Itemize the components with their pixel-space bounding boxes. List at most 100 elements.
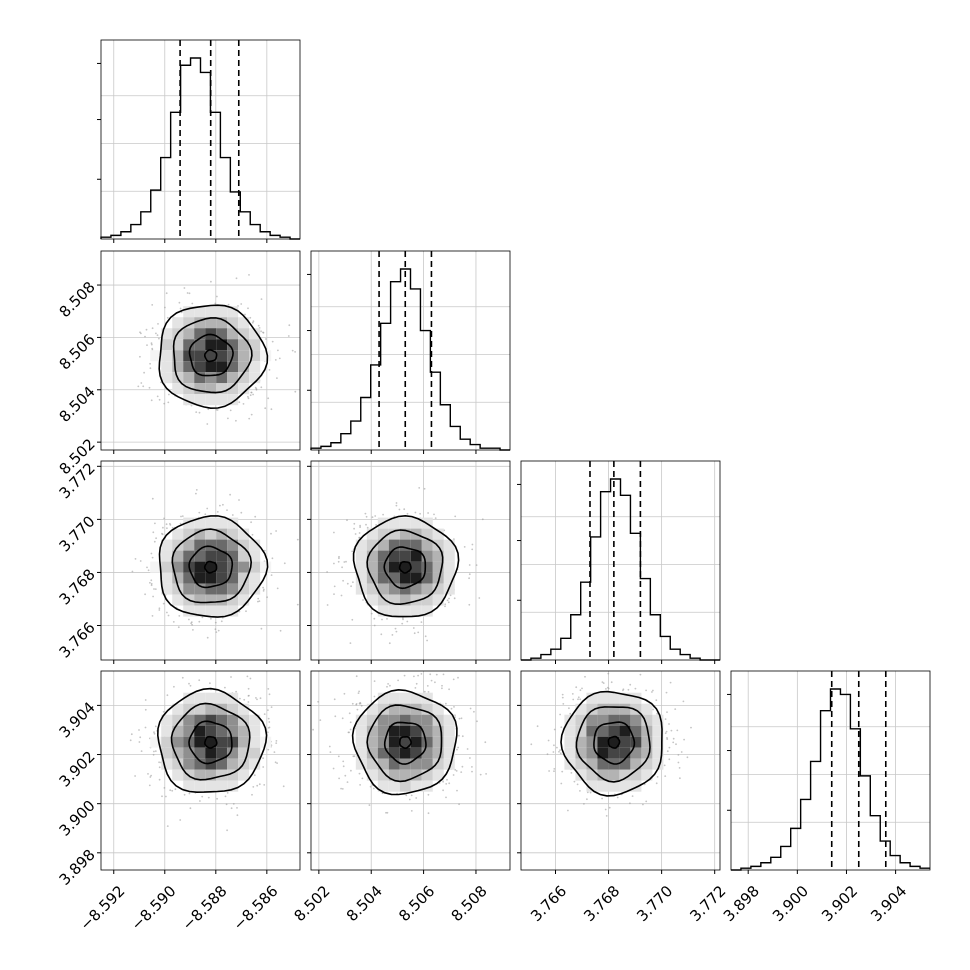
density-cell: [172, 361, 184, 373]
scatter-point: [589, 791, 592, 794]
scatter-point: [250, 521, 253, 524]
density-cell: [399, 539, 411, 551]
contour-line: [203, 560, 218, 574]
scatter-point: [162, 526, 164, 529]
scatter-point: [276, 587, 279, 590]
density-cell: [641, 714, 653, 726]
scatter-point: [656, 776, 659, 778]
density-cell: [194, 714, 206, 726]
scatter-point: [156, 334, 159, 337]
contour-line: [398, 561, 412, 574]
scatter-point: [678, 767, 681, 769]
scatter-point: [179, 307, 182, 310]
scatter-point: [652, 689, 654, 692]
y-tick-label: 3.902: [56, 747, 99, 790]
histogram-panel: [307, 250, 511, 454]
scatter-point: [349, 721, 352, 724]
density-cell: [161, 372, 173, 384]
density-cell: [399, 528, 411, 540]
scatter-point: [457, 746, 459, 749]
scatter-point: [559, 749, 561, 751]
density-cell: [183, 350, 195, 362]
scatter-point: [374, 515, 377, 517]
density-cell: [205, 605, 217, 617]
scatter-point: [355, 703, 358, 706]
scatter-point: [413, 632, 416, 635]
density-cell: [377, 605, 389, 617]
scatter-point: [556, 746, 558, 749]
scatter-point: [655, 782, 658, 785]
scatter-point: [359, 524, 361, 527]
scatter-point: [456, 789, 458, 792]
density-cell: [194, 758, 206, 770]
scatter-point: [471, 766, 473, 768]
scatter-point: [183, 793, 186, 796]
scatter-point: [358, 532, 361, 534]
density-cell: [388, 725, 400, 737]
scatter-point: [634, 687, 637, 690]
density-cell: [227, 747, 239, 759]
scatter-point: [340, 787, 342, 790]
scatter-point: [642, 803, 644, 806]
scatter-point: [227, 417, 229, 420]
scatter-point: [461, 765, 464, 768]
scatter-point: [161, 532, 163, 535]
scatter-point: [645, 689, 647, 692]
scatter-point: [553, 770, 555, 773]
scatter-point: [140, 750, 143, 752]
density-cell: [399, 605, 411, 617]
scatter-point: [468, 577, 470, 580]
scatter-point: [343, 561, 346, 563]
scatter-point: [453, 597, 456, 600]
scatter-point: [435, 673, 438, 676]
contour-line: [575, 706, 651, 783]
scatter-point: [147, 569, 150, 572]
density-cell: [377, 528, 389, 540]
panel-frame: [310, 250, 511, 451]
density-cell: [161, 747, 173, 759]
density-cell: [410, 583, 422, 595]
x-tick-label: −8.592: [77, 882, 129, 934]
scatter-point: [210, 617, 212, 620]
scatter-point: [153, 732, 156, 735]
density-cell: [575, 736, 587, 748]
scatter-point: [577, 698, 579, 701]
scatter-point: [553, 768, 556, 770]
histogram-step: [521, 478, 720, 661]
scatter-point: [655, 699, 658, 702]
density-cell: [227, 317, 239, 329]
density-cell: [249, 561, 261, 573]
density-cell: [183, 328, 195, 340]
scatter-point: [195, 411, 198, 413]
scatter-point: [257, 324, 260, 327]
scatter-point: [139, 560, 142, 562]
scatter-point: [198, 511, 201, 514]
scatter-point: [192, 629, 194, 631]
density-cell: [205, 394, 217, 406]
contour-line: [203, 735, 218, 749]
scatter-point: [340, 594, 343, 597]
density-cell: [443, 714, 455, 726]
scatter-point: [240, 303, 243, 305]
scatter-point: [251, 533, 254, 536]
density-cell: [608, 769, 620, 781]
density-cell: [630, 703, 642, 715]
scatter-point: [207, 408, 210, 411]
contour-line: [593, 721, 636, 765]
density-cell: [377, 714, 389, 726]
density-cell: [630, 692, 642, 704]
density-cell: [205, 350, 217, 362]
scatter-point: [279, 629, 282, 632]
density-cell: [172, 583, 184, 595]
density-cell: [238, 539, 250, 551]
scatter-point: [471, 543, 474, 546]
histogram-step: [310, 268, 510, 451]
scatter-point: [240, 511, 243, 514]
scatter-point: [151, 615, 154, 617]
density-cell: [421, 561, 433, 573]
scatter-point: [188, 292, 191, 295]
density-cell: [564, 747, 576, 759]
density-cell: [421, 550, 433, 562]
scatter-point: [447, 601, 450, 604]
